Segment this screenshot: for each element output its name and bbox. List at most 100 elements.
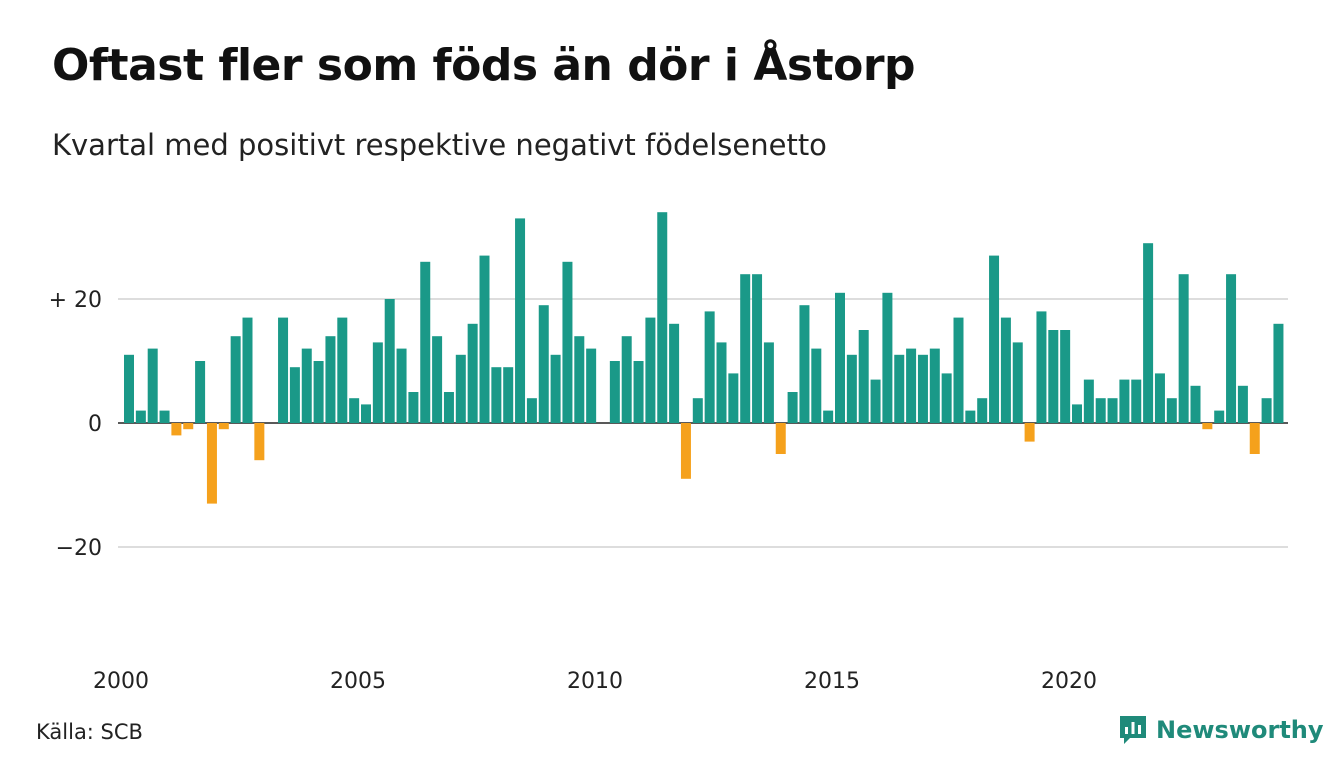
bar-positive <box>384 299 395 423</box>
x-tick-label: 2010 <box>567 669 623 694</box>
bar-positive <box>704 311 715 423</box>
bar-positive <box>491 367 502 423</box>
bar-positive <box>135 410 146 423</box>
bar-negative <box>1024 423 1035 442</box>
bar-positive <box>443 392 454 423</box>
bar-positive <box>562 261 573 423</box>
y-tick-label: 0 <box>88 412 102 437</box>
y-tick-label: + 20 <box>49 288 102 313</box>
bar-positive <box>1072 404 1082 423</box>
bar-negative <box>254 423 265 461</box>
x-axis-ticks: 2000 2005 2010 2015 2020 <box>93 669 1097 694</box>
bar-positive <box>1154 373 1165 423</box>
bar-positive <box>1166 398 1177 423</box>
newsworthy-logo-text: Newsworthy <box>1156 716 1324 744</box>
bar-positive <box>1273 323 1284 423</box>
bar-positive <box>965 410 976 423</box>
bar-positive <box>823 410 834 423</box>
bar-positive <box>230 336 241 423</box>
bar-positive <box>740 274 751 423</box>
bar-positive <box>1178 274 1189 423</box>
x-tick-label: 2000 <box>93 669 149 694</box>
bar-positive <box>479 255 490 423</box>
bar-positive <box>941 373 952 423</box>
bar-positive <box>657 212 668 423</box>
bar-positive <box>420 261 431 423</box>
bar-positive <box>1237 385 1248 423</box>
bar-positive <box>846 354 857 423</box>
bar-positive <box>538 305 549 423</box>
bar-positive <box>1012 342 1023 423</box>
bar-positive <box>977 398 988 423</box>
chart-title: Oftast fler som föds än dör i Åstorp <box>52 40 916 91</box>
bar-positive <box>503 367 514 423</box>
bars <box>124 212 1284 504</box>
bar-negative <box>680 423 691 479</box>
bar-positive <box>953 317 964 423</box>
bar-positive <box>1107 398 1118 423</box>
bar-positive <box>799 305 810 423</box>
bar-positive <box>396 348 407 423</box>
bar-positive <box>1036 311 1047 423</box>
x-tick-label: 2005 <box>330 669 386 694</box>
y-tick-label: −20 <box>56 536 102 561</box>
bar-positive <box>1048 330 1059 423</box>
bar-negative <box>1202 423 1213 430</box>
chart-subtitle: Kvartal med positivt respektive negativt… <box>52 128 827 162</box>
bar-positive <box>894 354 905 423</box>
bar-positive <box>301 348 312 423</box>
bar-positive <box>586 348 597 423</box>
bar-positive <box>609 361 620 423</box>
bar-positive <box>787 392 798 423</box>
y-axis-ticks: + 20 0 −20 <box>49 288 102 561</box>
bar-positive <box>633 361 644 423</box>
bar-positive <box>763 342 774 423</box>
bar-negative <box>206 423 217 504</box>
bar-positive <box>408 392 419 423</box>
bar-positive <box>1119 379 1130 423</box>
bar-positive <box>728 373 739 423</box>
bar-positive <box>550 354 561 423</box>
bar-positive <box>1226 274 1237 423</box>
bar-negative <box>218 423 229 430</box>
bar-positive <box>917 354 928 423</box>
bar-positive <box>455 354 466 423</box>
bar-negative <box>183 423 194 430</box>
bar-positive <box>159 410 170 423</box>
x-tick-label: 2020 <box>1041 669 1097 694</box>
x-tick-label: 2015 <box>804 669 860 694</box>
bar-positive <box>526 398 537 423</box>
bar-positive <box>716 342 727 423</box>
bar-positive <box>989 255 1000 423</box>
bar-positive <box>752 274 763 423</box>
bar-positive <box>467 323 478 423</box>
bar-positive <box>1060 330 1071 423</box>
bar-positive <box>313 361 324 423</box>
bar-negative <box>171 423 182 436</box>
bar-positive <box>124 354 134 423</box>
bar-positive <box>147 348 158 423</box>
bar-positive <box>811 348 822 423</box>
bar-positive <box>1131 379 1142 423</box>
bar-positive <box>515 218 526 423</box>
bar-positive <box>278 317 289 423</box>
bar-positive <box>242 317 253 423</box>
bar-positive <box>858 330 869 423</box>
bar-positive <box>669 323 680 423</box>
bar-positive <box>906 348 917 423</box>
bar-positive <box>882 292 893 423</box>
bar-positive <box>621 336 632 423</box>
source-label: Källa: SCB <box>36 720 143 744</box>
newsworthy-logo: Newsworthy <box>1118 714 1324 746</box>
bar-positive <box>574 336 585 423</box>
bar-negative <box>775 423 786 454</box>
bar-positive <box>325 336 336 423</box>
bar-positive <box>432 336 443 423</box>
bar-positive <box>372 342 383 423</box>
bar-positive <box>337 317 348 423</box>
bar-positive <box>349 398 360 423</box>
bar-positive <box>289 367 300 423</box>
bar-positive <box>645 317 656 423</box>
bar-positive <box>361 404 371 423</box>
